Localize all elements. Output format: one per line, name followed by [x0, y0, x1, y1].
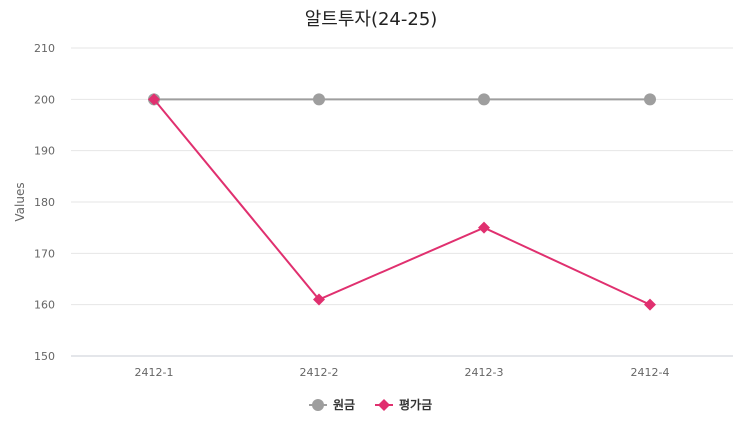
data-point[interactable]: [478, 221, 490, 234]
y-tick-label: 150: [34, 350, 55, 363]
series-1: [148, 93, 656, 106]
y-tick-labels: 150 160 170 180 190 200 210: [34, 42, 55, 363]
legend-label: 원금: [333, 398, 355, 412]
legend-marker: [378, 399, 390, 411]
x-tick-label: 2412-3: [465, 366, 504, 379]
data-point[interactable]: [644, 93, 656, 106]
grid-lines: [71, 47, 733, 357]
y-axis-label: Values: [13, 182, 27, 221]
chart-title: 알트투자(24-25): [305, 9, 438, 30]
data-point[interactable]: [313, 293, 325, 306]
data-point[interactable]: [148, 93, 160, 106]
series-2: [148, 93, 656, 311]
data-point[interactable]: [644, 298, 656, 311]
y-tick-label: 190: [34, 145, 55, 158]
data-point[interactable]: [313, 93, 325, 106]
series-group: [148, 93, 656, 311]
y-tick-label: 210: [34, 42, 55, 55]
legend[interactable]: 원금 평가금: [309, 397, 432, 412]
y-tick-label: 160: [34, 299, 55, 312]
data-point[interactable]: [478, 93, 490, 106]
legend-marker: [312, 399, 324, 411]
x-tick-label: 2412-4: [631, 366, 670, 379]
y-tick-label: 170: [34, 247, 55, 260]
legend-item[interactable]: 평가금: [375, 397, 432, 412]
legend-label: 평가금: [399, 397, 432, 412]
series-line: [153, 98, 651, 306]
x-tick-label: 2412-2: [300, 366, 339, 379]
x-tick-label: 2412-1: [135, 366, 174, 379]
x-tick-labels: 2412-1 2412-2 2412-3 2412-4: [135, 366, 670, 379]
y-tick-label: 200: [34, 93, 55, 106]
legend-item[interactable]: 원금: [309, 398, 355, 412]
y-tick-label: 180: [34, 196, 55, 209]
